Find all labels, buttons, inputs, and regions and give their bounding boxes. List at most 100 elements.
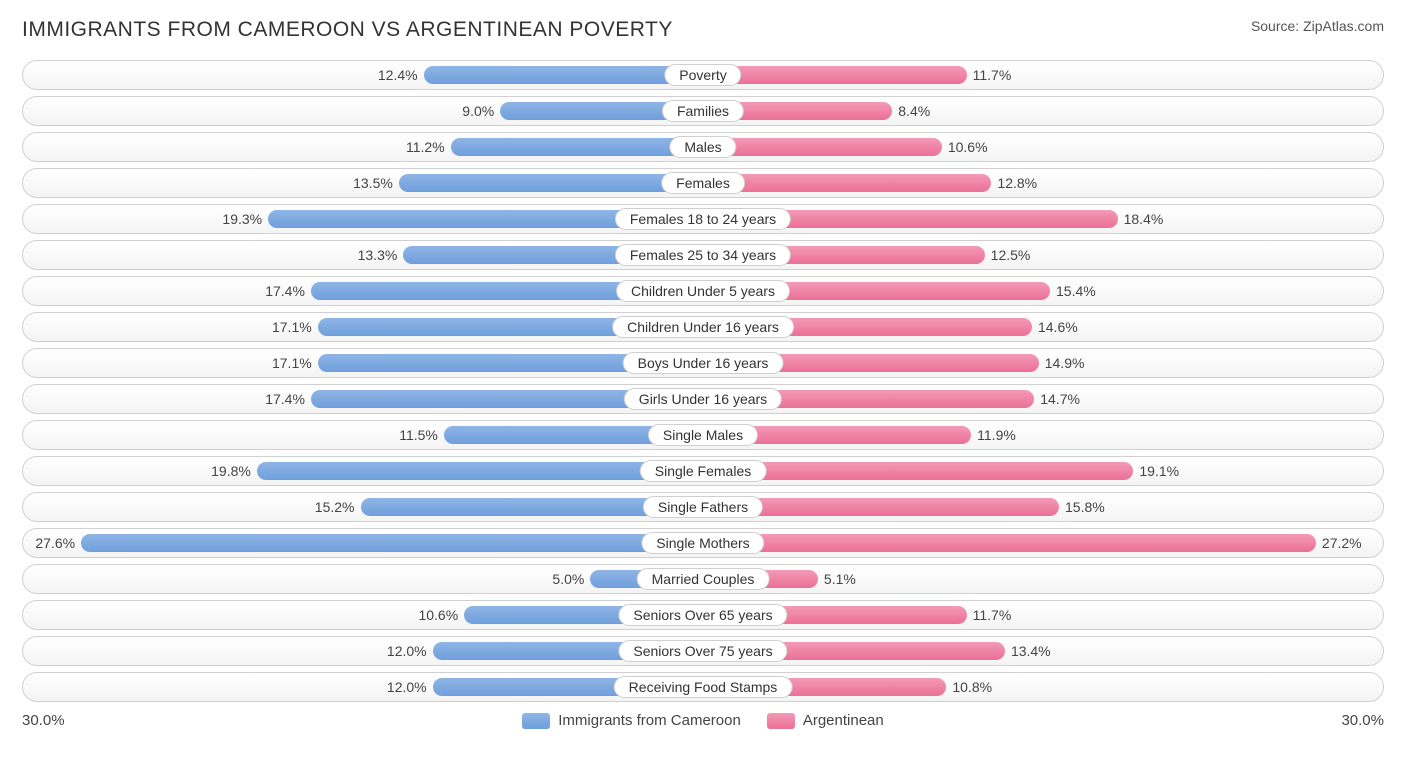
legend-left-label: Immigrants from Cameroon (558, 712, 741, 729)
chart-row: 10.6% 11.7% Seniors Over 65 years (22, 600, 1384, 630)
chart-row: 11.5% 11.9% Single Males (22, 420, 1384, 450)
row-left-half: 12.0% (27, 673, 703, 701)
category-label: Girls Under 16 years (624, 388, 782, 410)
right-value-label: 14.7% (1034, 391, 1086, 407)
left-value-label: 17.1% (266, 355, 318, 371)
axis-max-left: 30.0% (22, 712, 65, 729)
page-title: IMMIGRANTS FROM CAMEROON VS ARGENTINEAN … (22, 18, 673, 42)
row-right-half: 13.4% (703, 637, 1379, 665)
row-left-half: 10.6% (27, 601, 703, 629)
category-label: Males (669, 136, 736, 158)
row-left-half: 11.5% (27, 421, 703, 449)
category-label: Children Under 16 years (612, 316, 794, 338)
row-right-half: 14.6% (703, 313, 1379, 341)
chart-row: 19.3%18.4%Females 18 to 24 years (22, 204, 1384, 234)
category-label: Seniors Over 75 years (618, 640, 787, 662)
chart-row: 11.2% 10.6% Males (22, 132, 1384, 162)
legend-item-left: Immigrants from Cameroon (522, 712, 741, 729)
right-bar (703, 174, 991, 192)
row-left-half: 17.1% (27, 349, 703, 377)
row-right-half: 15.8% (703, 493, 1379, 521)
left-value-label: 15.2% (309, 499, 361, 515)
legend: Immigrants from Cameroon Argentinean (65, 712, 1342, 729)
chart-row: 15.2%15.8%Single Fathers (22, 492, 1384, 522)
right-value-label: 10.8% (946, 679, 998, 695)
category-label: Families (662, 100, 744, 122)
left-value-label: 27.6% (29, 535, 81, 551)
chart-row: 17.4%14.7%Girls Under 16 years (22, 384, 1384, 414)
category-label: Females 25 to 34 years (615, 244, 791, 266)
row-left-half: 11.2% (27, 133, 703, 161)
category-label: Seniors Over 65 years (618, 604, 787, 626)
right-value-label: 10.6% (942, 139, 994, 155)
right-value-label: 11.7% (967, 67, 1018, 83)
right-value-label: 8.4% (892, 103, 936, 119)
row-left-half: 15.2% (27, 493, 703, 521)
row-right-half: 18.4% (703, 205, 1379, 233)
category-label: Single Females (640, 460, 767, 482)
chart-row: 12.0%10.8%Receiving Food Stamps (22, 672, 1384, 702)
row-left-half: 13.5% (27, 169, 703, 197)
left-value-label: 5.0% (546, 571, 590, 587)
row-left-half: 17.1% (27, 313, 703, 341)
right-value-label: 12.5% (985, 247, 1037, 263)
source-label: Source: ZipAtlas.com (1251, 18, 1384, 34)
row-right-half: 11.9% (703, 421, 1379, 449)
left-value-label: 11.5% (393, 427, 444, 443)
row-right-half: 15.4% (703, 277, 1379, 305)
right-bar (703, 462, 1133, 480)
right-value-label: 13.4% (1005, 643, 1057, 659)
left-value-label: 12.0% (381, 643, 433, 659)
right-value-label: 15.4% (1050, 283, 1102, 299)
row-right-half: 14.9% (703, 349, 1379, 377)
right-value-label: 19.1% (1133, 463, 1185, 479)
chart-row: 17.1%14.9%Boys Under 16 years (22, 348, 1384, 378)
diverging-bar-chart: 12.4%11.7%Poverty9.0%8.4%Families11.2%10… (22, 60, 1384, 702)
chart-row: 9.0% 8.4% Families (22, 96, 1384, 126)
left-value-label: 19.3% (216, 211, 268, 227)
left-value-label: 10.6% (412, 607, 464, 623)
row-left-half: 5.0% (27, 565, 703, 593)
right-value-label: 18.4% (1118, 211, 1170, 227)
row-right-half: 10.8% (703, 673, 1379, 701)
right-bar (703, 66, 967, 84)
row-right-half: 10.6% (703, 133, 1379, 161)
row-left-half: 12.4% (27, 61, 703, 89)
row-right-half: 8.4% (703, 97, 1379, 125)
left-bar (257, 462, 703, 480)
category-label: Single Males (648, 424, 758, 446)
right-value-label: 27.2% (1316, 535, 1368, 551)
right-value-label: 11.7% (967, 607, 1018, 623)
row-right-half: 11.7% (703, 601, 1379, 629)
left-value-label: 13.5% (347, 175, 399, 191)
row-left-half: 12.0% (27, 637, 703, 665)
right-value-label: 5.1% (818, 571, 862, 587)
row-left-half: 9.0% (27, 97, 703, 125)
left-value-label: 17.1% (266, 319, 318, 335)
left-value-label: 13.3% (352, 247, 404, 263)
right-value-label: 14.9% (1039, 355, 1091, 371)
left-value-label: 9.0% (456, 103, 500, 119)
row-right-half: 14.7% (703, 385, 1379, 413)
header: IMMIGRANTS FROM CAMEROON VS ARGENTINEAN … (22, 18, 1384, 42)
category-label: Children Under 5 years (616, 280, 790, 302)
legend-item-right: Argentinean (767, 712, 884, 729)
chart-row: 17.1% 14.6% Children Under 16 years (22, 312, 1384, 342)
row-right-half: 27.2% (703, 529, 1379, 557)
swatch-icon (522, 713, 550, 729)
chart-footer: 30.0% Immigrants from Cameroon Argentine… (22, 712, 1384, 729)
row-left-half: 17.4% (27, 277, 703, 305)
right-value-label: 14.6% (1032, 319, 1084, 335)
row-right-half: 12.5% (703, 241, 1379, 269)
right-bar (703, 534, 1316, 552)
chart-row: 5.0%5.1%Married Couples (22, 564, 1384, 594)
row-left-half: 27.6% (27, 529, 703, 557)
row-right-half: 11.7% (703, 61, 1379, 89)
chart-row: 13.5%12.8%Females (22, 168, 1384, 198)
category-label: Single Mothers (641, 532, 764, 554)
right-value-label: 11.9% (971, 427, 1022, 443)
legend-right-label: Argentinean (803, 712, 884, 729)
axis-max-right: 30.0% (1341, 712, 1384, 729)
row-right-half: 12.8% (703, 169, 1379, 197)
left-bar (399, 174, 703, 192)
